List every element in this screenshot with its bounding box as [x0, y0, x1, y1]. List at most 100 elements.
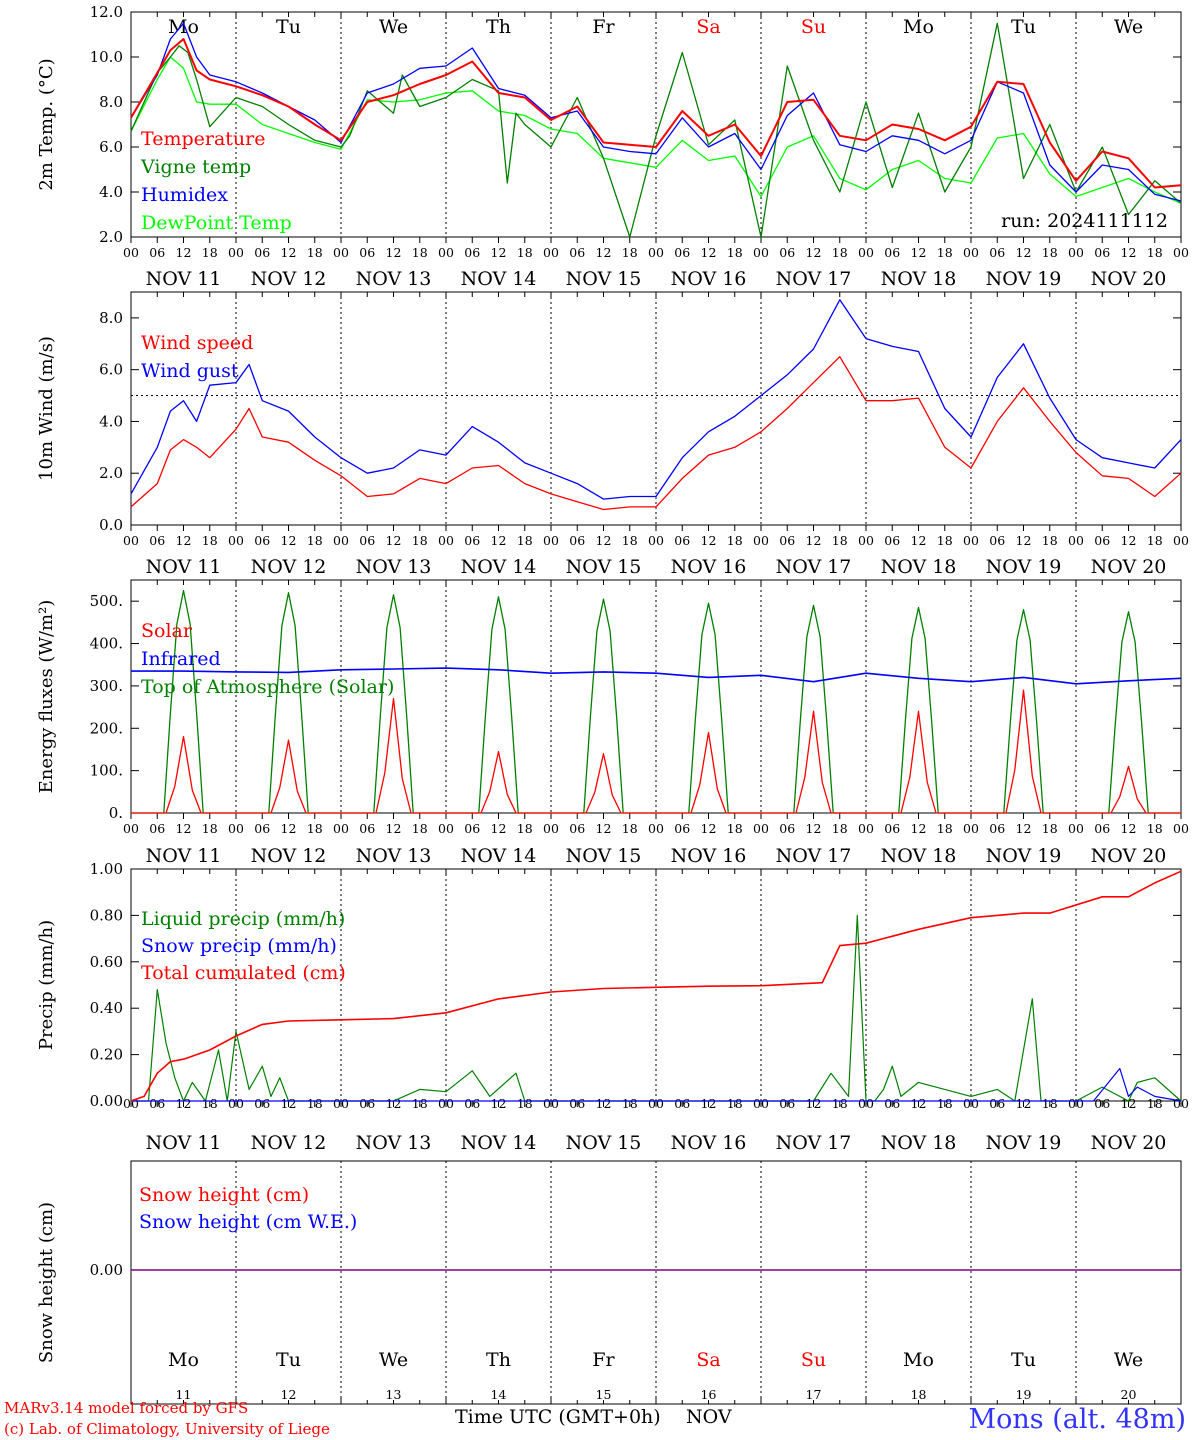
x-hour-label: 00	[753, 1096, 769, 1111]
x-hour-label: 00	[438, 1096, 454, 1111]
weekday-label: We	[1114, 1349, 1143, 1371]
x-hour-label: 00	[228, 533, 244, 548]
x-date-label: NOV 14	[461, 556, 537, 578]
x-date-label: NOV 11	[146, 556, 222, 578]
weekday-label: Tu	[1011, 1349, 1036, 1371]
x-hour-label: 12	[176, 1096, 192, 1111]
series-line-0	[130, 38, 1182, 189]
x-hour-label: 18	[1042, 245, 1058, 260]
x-hour-label: 18	[832, 533, 848, 548]
x-hour-label: 12	[386, 533, 402, 548]
x-hour-label: 12	[806, 245, 822, 260]
weekday-label: Mo	[168, 16, 199, 38]
x-date-label: NOV 13	[356, 556, 432, 578]
x-hour-label: 12	[1121, 533, 1137, 548]
x-hour-label: 12	[386, 821, 402, 836]
x-hour-label: 12	[701, 1096, 717, 1111]
x-day-number: 20	[1121, 1387, 1137, 1402]
legend-entry: Temperature	[141, 128, 265, 150]
x-hour-label: 18	[1147, 821, 1163, 836]
y-tick-label: 0.00	[90, 1092, 123, 1110]
x-hour-label: 12	[1016, 245, 1032, 260]
x-hour-label: 18	[1042, 821, 1058, 836]
weekday-label: Mo	[903, 16, 934, 38]
weekday-label: Sa	[696, 1349, 720, 1371]
panels-layer: 2.0 4.0 6.0 8.0 10.0 12.0 2m Temp. (°C) 00 06 12 1…	[36, 3, 1189, 1405]
wind-panel: 0.0 2.0 4.0 6.0 8.0 10m Wind (m/s) 00 06 12 18 00 0…	[36, 291, 1189, 578]
x-hour-label: 12	[176, 821, 192, 836]
series-line-1	[131, 1067, 1182, 1102]
x-date-label: NOV 14	[461, 1132, 537, 1154]
precip-panel: 0.00 0.20 0.40 0.60 0.80 1.00 Precip (mm/h) 00 0…	[36, 860, 1189, 1154]
x-hour-label: 18	[202, 821, 218, 836]
y-tick-label: 0.20	[90, 1046, 123, 1064]
x-hour-label: 06	[149, 821, 165, 836]
x-date-label: NOV 12	[251, 1132, 327, 1154]
y-tick-label: 0.00	[90, 1261, 123, 1279]
x-hour-label: 00	[438, 533, 454, 548]
x-hour-label: 06	[464, 533, 480, 548]
x-date-label: NOV 16	[671, 556, 747, 578]
x-hour-label: 00	[1173, 245, 1189, 260]
x-hour-label: 18	[412, 533, 428, 548]
legend-entry: Snow height (cm W.E.)	[139, 1211, 357, 1233]
footer: MARv3.14 model forced by GFS (c) Lab. of…	[4, 1399, 1186, 1438]
x-hour-label: 00	[1173, 533, 1189, 548]
snow-panel: 0.00 Snow height (cm) Snow height (cm) Snow…	[36, 1160, 1182, 1405]
x-date-label: NOV 19	[986, 556, 1062, 578]
x-hour-label: 18	[622, 1096, 638, 1111]
model-credit: MARv3.14 model forced by GFS	[4, 1399, 248, 1417]
x-hour-label: 00	[123, 821, 139, 836]
x-hour-label: 06	[464, 245, 480, 260]
x-date-label: NOV 19	[986, 268, 1062, 290]
x-hour-label: 18	[622, 821, 638, 836]
x-hour-label: 12	[701, 533, 717, 548]
x-hour-label: 00	[543, 533, 559, 548]
x-hour-label: 00	[228, 245, 244, 260]
x-hour-label: 18	[622, 245, 638, 260]
x-hour-label: 18	[832, 1096, 848, 1111]
legend-entry: DewPoint Temp	[141, 212, 292, 234]
x-hour-label: 00	[858, 1096, 874, 1111]
y-axis-title: 10m Wind (m/s)	[36, 336, 57, 481]
x-hour-label: 12	[1016, 1096, 1032, 1111]
legend-entry: Total cumulated (cm)	[141, 962, 346, 984]
energy-panel: 0. 100. 200. 300. 400. 500. Energy fluxes (W/m…	[36, 579, 1189, 867]
x-hour-label: 00	[438, 245, 454, 260]
x-date-label: NOV 18	[881, 845, 957, 867]
series-line-0	[131, 689, 1181, 814]
x-hour-label: 06	[674, 245, 690, 260]
x-hour-label: 12	[806, 1096, 822, 1111]
series-line-1	[130, 299, 1182, 500]
x-hour-label: 18	[937, 533, 953, 548]
legend-entry: Snow height (cm)	[139, 1184, 309, 1206]
x-hour-label: 18	[727, 245, 743, 260]
weekday-label: We	[379, 1349, 408, 1371]
x-date-label: NOV 17	[776, 845, 852, 867]
x-hour-label: 12	[806, 533, 822, 548]
legend-entry: Liquid precip (mm/h)	[141, 908, 345, 930]
weekday-label: Sa	[696, 16, 720, 38]
x-hour-label: 00	[858, 533, 874, 548]
x-hour-label: 06	[884, 821, 900, 836]
x-hour-label: 06	[674, 1096, 690, 1111]
x-date-label: NOV 13	[356, 268, 432, 290]
x-hour-label: 00	[333, 1096, 349, 1111]
weekday-label: Mo	[903, 1349, 934, 1371]
x-hour-label: 06	[989, 821, 1005, 836]
x-hour-label: 12	[281, 245, 297, 260]
x-hour-label: 06	[569, 821, 585, 836]
x-date-label: NOV 18	[881, 1132, 957, 1154]
x-day-number: 11	[176, 1387, 192, 1402]
x-hour-label: 18	[1042, 533, 1058, 548]
x-hour-label: 06	[779, 1096, 795, 1111]
y-tick-label: 0.40	[90, 999, 123, 1017]
x-hour-label: 06	[674, 533, 690, 548]
x-date-label: NOV 14	[461, 268, 537, 290]
month-label: NOV	[686, 1406, 732, 1428]
x-hour-label: 12	[281, 1096, 297, 1111]
x-hour-label: 06	[989, 1096, 1005, 1111]
x-hour-label: 18	[412, 245, 428, 260]
y-tick-label: 8.0	[99, 93, 123, 111]
x-hour-label: 06	[359, 1096, 375, 1111]
